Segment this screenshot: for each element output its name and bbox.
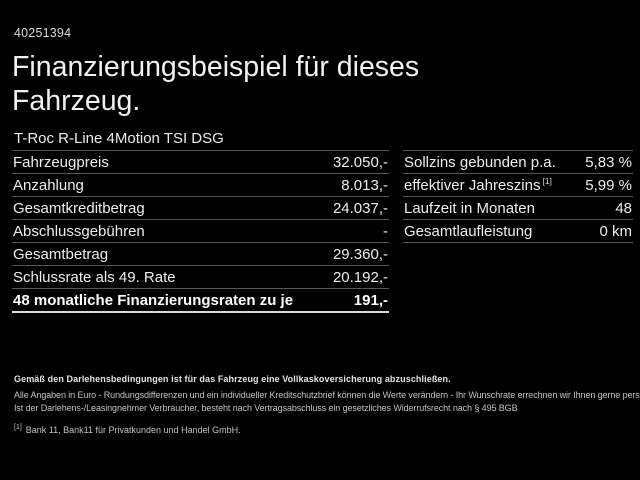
table-row: Fahrzeugpreis 32.050,-: [12, 150, 389, 173]
row-label: Laufzeit in Monaten: [404, 199, 535, 217]
table-row: Gesamtkreditbetrag 24.037,-: [12, 196, 389, 219]
footnote-text: Bank 11, Bank11 für Privatkunden und Han…: [25, 425, 241, 435]
table-row: Abschlussgebühren -: [12, 219, 389, 242]
table-row: Gesamtlaufleistung 0 km: [403, 219, 633, 242]
table-row: Anzahlung 8.013,-: [12, 173, 389, 196]
financing-amounts-table: Fahrzeugpreis 32.050,- Anzahlung 8.013,- Ges…: [12, 150, 389, 313]
table-row: Laufzeit in Monaten 48: [403, 196, 633, 219]
row-label: Gesamtbetrag: [13, 245, 109, 263]
table-row: 48 monatliche Finanzierungsraten zu je 19…: [12, 288, 389, 313]
row-value: 5,83 %: [585, 153, 632, 171]
page-title: Finanzierungsbeispiel für dieses Fahrzeug…: [12, 50, 419, 118]
row-label: effektiver Jahreszins [1]: [404, 175, 552, 194]
table-row: Gesamtbetrag 29.360,-: [12, 242, 389, 265]
row-label: Anzahlung: [13, 176, 84, 194]
page-title-line2: Fahrzeug.: [12, 85, 141, 117]
legal-fine-print: Gemäß den Darlehensbedingungen ist für d…: [14, 374, 640, 435]
vehicle-model-name: T-Roc R-Line 4Motion TSI DSG: [14, 130, 224, 147]
row-label: Fahrzeugpreis: [13, 153, 109, 171]
footnote-marker: [1]: [14, 424, 22, 431]
table-row: Schlussrate als 49. Rate 20.192,-: [12, 265, 389, 288]
insurance-requirement-note: Gemäß den Darlehensbedingungen ist für d…: [14, 374, 451, 384]
row-value: 24.037,-: [332, 199, 388, 217]
row-value: -: [383, 222, 388, 240]
row-label: Gesamtkreditbetrag: [13, 199, 145, 217]
table-row: effektiver Jahreszins [1] 5,99 %: [403, 173, 633, 196]
row-label: Sollzins gebunden p.a.: [404, 153, 556, 171]
row-value: 191,-: [353, 291, 388, 309]
footnote-reference: [1]: [542, 175, 552, 186]
row-value: 32.050,-: [332, 153, 388, 171]
row-value: 29.360,-: [332, 245, 388, 263]
page-title-line1: Finanzierungsbeispiel für dieses: [12, 51, 420, 83]
row-value: 8.013,-: [341, 176, 388, 194]
row-value: 0 km: [599, 222, 632, 240]
row-value: 5,99 %: [585, 176, 632, 194]
bank-footnote: [1] Bank 11, Bank11 für Privatkunden und …: [14, 424, 629, 435]
row-label: Gesamtlaufleistung: [404, 222, 533, 240]
listing-id: 40251394: [14, 26, 72, 40]
row-label: 48 monatliche Finanzierungsraten zu je: [13, 291, 294, 309]
fine-print-line-withdrawal-right: Ist der Darlehens-/Leasingnehmer Verbrau…: [14, 403, 518, 413]
row-label: Schlussrate als 49. Rate: [13, 268, 176, 286]
row-value: 48: [615, 199, 632, 217]
row-label: Abschlussgebühren: [13, 222, 145, 240]
fine-print-line-euro-note: Alle Angaben in Euro - Rundungsdifferenz…: [14, 390, 640, 400]
interest-terms-table: Sollzins gebunden p.a. 5,83 % effektiver J…: [403, 150, 633, 243]
row-value: 20.192,-: [332, 268, 388, 286]
table-row: Sollzins gebunden p.a. 5,83 %: [403, 150, 633, 173]
